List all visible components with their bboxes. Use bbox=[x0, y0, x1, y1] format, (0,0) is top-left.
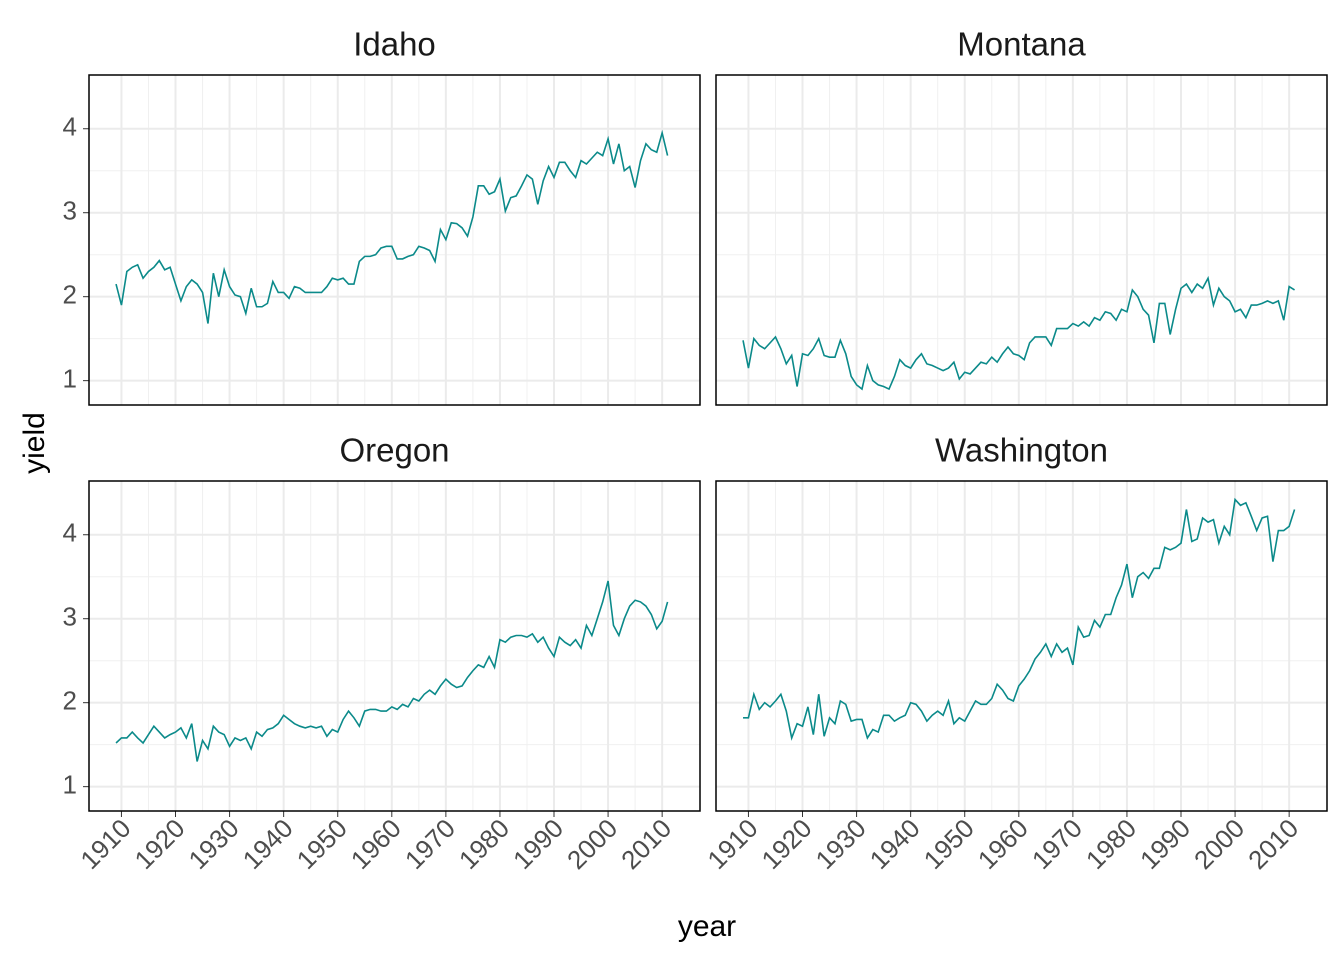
x-axis-title: year bbox=[678, 910, 736, 943]
x-tick-label: 2000 bbox=[1188, 813, 1250, 875]
x-tick-label: 1970 bbox=[1026, 813, 1088, 875]
x-tick-label: 1980 bbox=[1080, 813, 1142, 875]
panel-title: Idaho bbox=[353, 26, 436, 63]
panel-border bbox=[88, 480, 701, 812]
panel-border bbox=[715, 74, 1328, 406]
panel-title: Washington bbox=[935, 432, 1108, 469]
y-tick-label: 1 bbox=[63, 364, 77, 394]
x-tick-label: 1940 bbox=[864, 813, 926, 875]
x-tick-label: 1920 bbox=[129, 813, 191, 875]
x-tick-label: 1930 bbox=[183, 813, 245, 875]
line bbox=[115, 129, 669, 324]
panel-border bbox=[88, 74, 701, 406]
panel-title: Montana bbox=[957, 26, 1086, 63]
x-tick-label: 1950 bbox=[291, 813, 353, 875]
x-tick-label: 1970 bbox=[399, 813, 461, 875]
line bbox=[115, 580, 669, 762]
line bbox=[743, 497, 1296, 741]
y-tick-label: 3 bbox=[63, 196, 77, 226]
x-tick-label: 1930 bbox=[810, 813, 872, 875]
x-tick-label: 1980 bbox=[453, 813, 515, 875]
x-tick-label: 1950 bbox=[918, 813, 980, 875]
x-tick-label: 1920 bbox=[756, 813, 818, 875]
x-tick-label: 2010 bbox=[615, 813, 677, 875]
y-tick-label: 2 bbox=[63, 686, 77, 716]
panel-title: Oregon bbox=[339, 432, 449, 469]
x-tick-label: 1960 bbox=[345, 813, 407, 875]
y-tick-label: 3 bbox=[63, 602, 77, 632]
y-tick-label: 2 bbox=[63, 280, 77, 310]
x-tick-label: 1940 bbox=[237, 813, 299, 875]
panel-border bbox=[715, 480, 1328, 812]
x-tick-label: 1910 bbox=[74, 813, 136, 875]
x-tick-label: 1960 bbox=[972, 813, 1034, 875]
y-tick-label: 1 bbox=[63, 770, 77, 800]
x-tick-label: 2010 bbox=[1242, 813, 1304, 875]
x-tick-label: 1990 bbox=[1134, 813, 1196, 875]
y-axis-title: yield bbox=[18, 412, 51, 474]
x-tick-label: 2000 bbox=[561, 813, 623, 875]
x-tick-label: 1990 bbox=[507, 813, 569, 875]
y-tick-label: 4 bbox=[63, 112, 77, 142]
x-tick-label: 1910 bbox=[701, 813, 763, 875]
line bbox=[742, 275, 1295, 391]
y-tick-label: 4 bbox=[63, 518, 77, 548]
